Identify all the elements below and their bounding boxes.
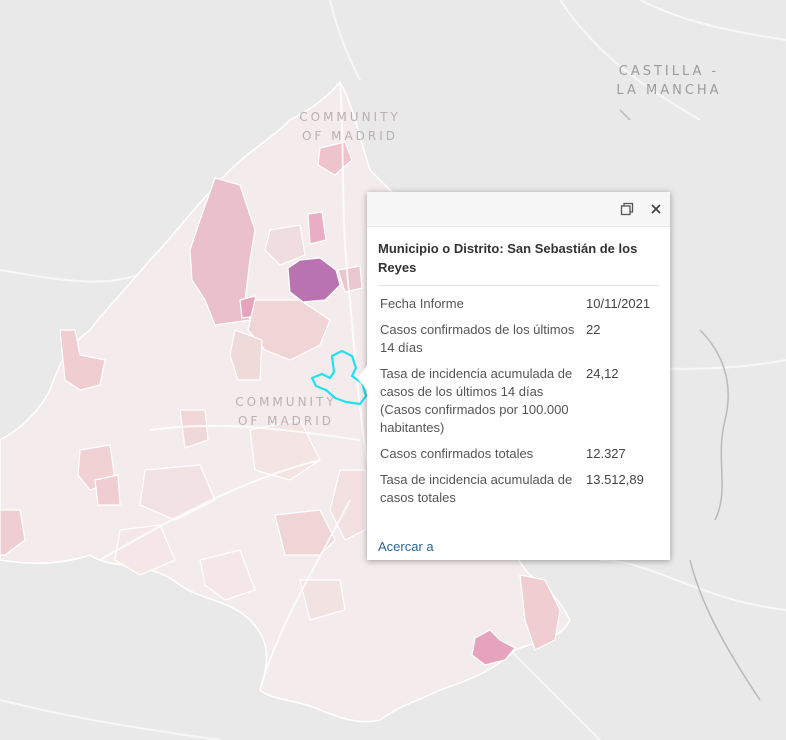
attribute-label: Tasa de incidencia acumulada de casos to… (380, 472, 573, 505)
municipality-small-pink (307, 211, 327, 245)
attribute-row: Tasa de incidencia acumulada de casos to… (378, 471, 652, 515)
attribute-row: Fecha Informe 10/11/2021 (378, 295, 652, 321)
popup-pointer (357, 366, 367, 390)
castilla-label-line2: LA MANCHA (616, 83, 722, 98)
community-of-madrid-label-mid: COMMUNITY OF MADRID (228, 393, 344, 431)
close-icon[interactable] (646, 199, 666, 219)
attribute-value: 12.327 (586, 446, 626, 461)
attribute-label: Tasa de incidencia acumulada de casos de… (380, 366, 573, 435)
attribute-row: Tasa de incidencia acumulada de casos de… (378, 365, 652, 445)
attribute-value: 22 (586, 322, 601, 337)
rivers (619, 109, 761, 701)
attribute-table: Fecha Informe 10/11/2021 Casos confirmad… (378, 295, 652, 515)
popup-title: Municipio o Distrito: San Sebastián de l… (378, 239, 659, 286)
feature-popup: Municipio o Distrito: San Sebastián de l… (357, 192, 670, 560)
zoom-to-link[interactable]: Acercar a (378, 539, 434, 554)
municipality-highest-incidence (287, 257, 341, 303)
community-mid-line2: OF MADRID (237, 414, 335, 428)
municipality-south-east (471, 629, 516, 666)
attribute-row: Casos confirmados de los últimos 14 días… (378, 321, 652, 365)
community-top-line1: COMMUNITY (299, 110, 401, 124)
attribute-value: 13.512,89 (586, 472, 644, 487)
community-of-madrid-label-top: COMMUNITY OF MADRID (292, 108, 408, 146)
municipality-north-west (189, 177, 256, 326)
attribute-label: Fecha Informe (380, 296, 464, 311)
attribute-value: 24,12 (586, 366, 619, 381)
maximize-icon[interactable] (617, 199, 637, 219)
region-roads (99, 81, 371, 691)
community-top-line2: OF MADRID (301, 129, 399, 143)
attribute-label: Casos confirmados totales (380, 446, 534, 461)
community-mid-line1: COMMUNITY (235, 395, 337, 409)
castilla-label-line1: CASTILLA - (618, 64, 720, 79)
attribute-value: 10/11/2021 (586, 296, 651, 311)
attribute-label: Casos confirmados de los últimos 14 días (380, 322, 575, 355)
selected-municipality-outline[interactable] (310, 349, 368, 406)
popup-header (367, 192, 670, 227)
attribute-row: Casos confirmados totales 12.327 (378, 445, 652, 471)
castilla-la-mancha-label: CASTILLA - LA MANCHA (606, 62, 732, 100)
municipalities (0, 141, 561, 666)
